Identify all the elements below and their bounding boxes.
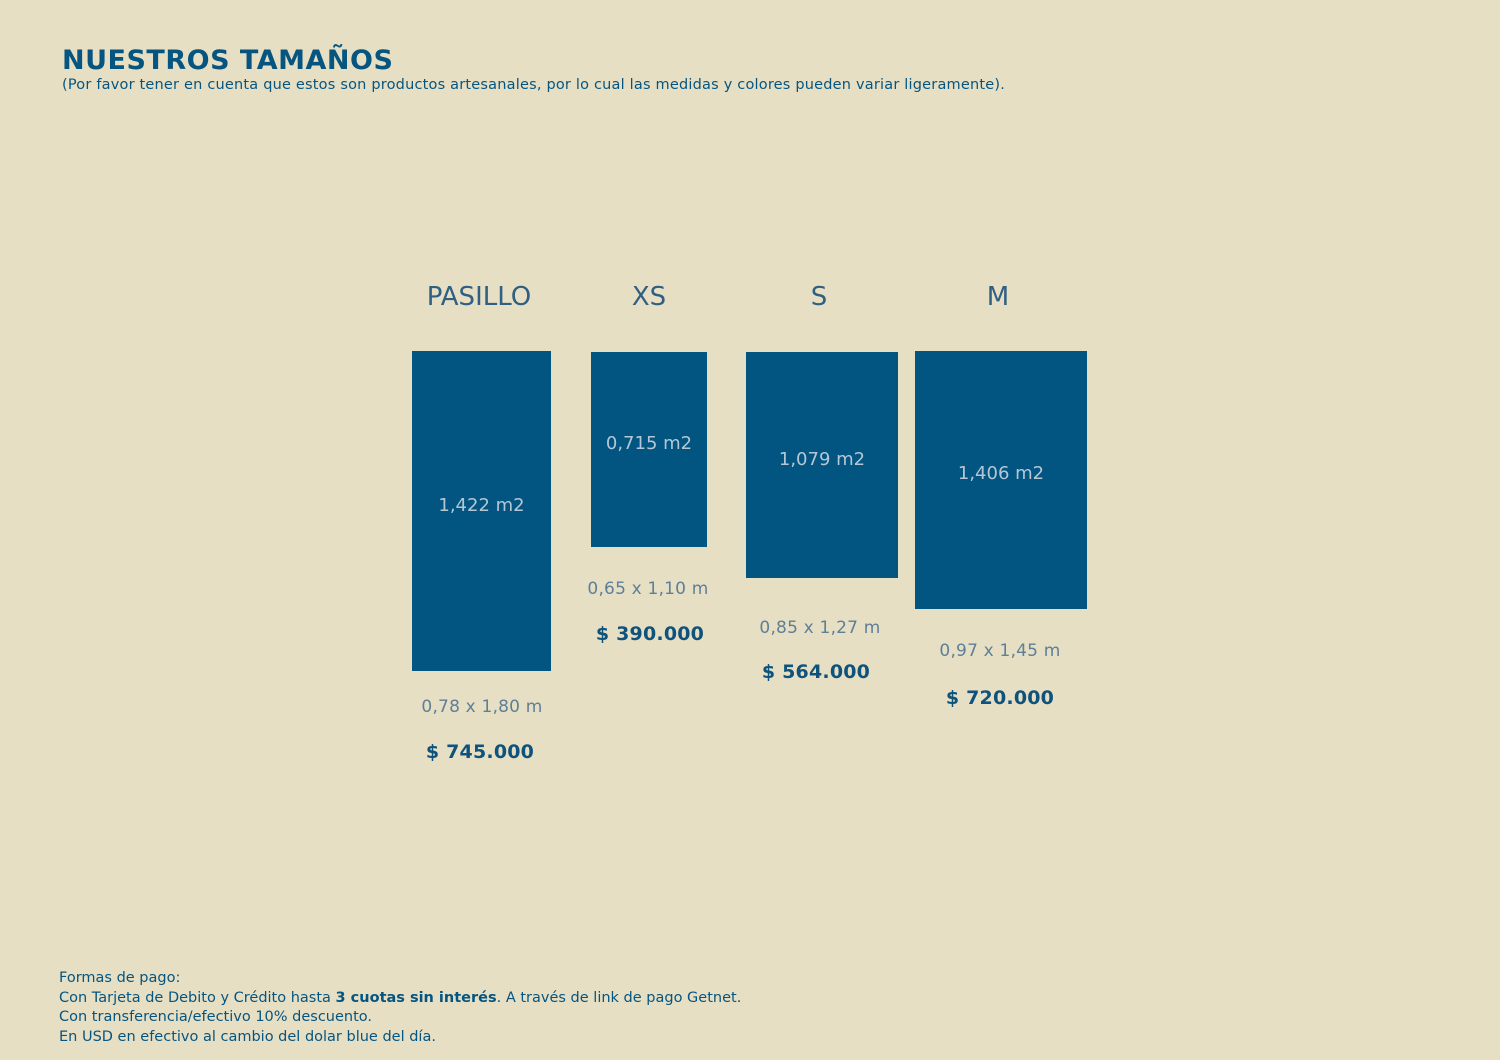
- area-label-s: 1,079 m2: [778, 449, 866, 470]
- rug-s: 1,079 m2: [746, 352, 898, 578]
- dimensions-pasillo: 0,78 x 1,80 m: [421, 697, 543, 717]
- price-pasillo: $ 745.000: [425, 741, 535, 763]
- payment-cards-prefix: Con Tarjeta de Debito y Crédito hasta: [59, 989, 336, 1006]
- size-name-pasillo: PASILLO: [426, 282, 532, 312]
- area-label-pasillo: 1,422 m2: [438, 495, 525, 516]
- size-name-xs: XS: [631, 282, 667, 312]
- payment-cards-line: Con Tarjeta de Debito y Crédito hasta 3 …: [59, 989, 741, 1009]
- dimensions-s: 0,85 x 1,27 m: [759, 618, 881, 638]
- price-m: $ 720.000: [945, 687, 1055, 709]
- dimensions-m: 0,97 x 1,45 m: [939, 641, 1061, 661]
- payment-info: Formas de pago: Con Tarjeta de Debito y …: [59, 969, 741, 1047]
- payment-transfer-line: Con transferencia/efectivo 10% descuento…: [59, 1009, 373, 1025]
- payment-cards-suffix: . A través de link de pago Getnet.: [496, 989, 742, 1006]
- price-s: $ 564.000: [761, 661, 871, 683]
- page-subtitle: (Por favor tener en cuenta que estos son…: [62, 77, 1006, 93]
- price-xs: $ 390.000: [595, 623, 705, 645]
- rug-m: 1,406 m2: [915, 351, 1087, 609]
- dimensions-xs: 0,65 x 1,10 m: [587, 579, 709, 599]
- rug-xs: 0,715 m2: [591, 352, 707, 547]
- rug-pasillo: 1,422 m2: [412, 351, 551, 671]
- payment-heading: Formas de pago:: [59, 970, 181, 986]
- page-title: NUESTROS TAMAÑOS: [62, 45, 394, 76]
- payment-installments: 3 cuotas sin interés: [335, 989, 497, 1006]
- area-label-m: 1,406 m2: [957, 463, 1045, 484]
- size-name-s: S: [810, 282, 828, 312]
- size-name-m: M: [986, 282, 1010, 312]
- payment-usd-line: En USD en efectivo al cambio del dolar b…: [59, 1028, 436, 1045]
- area-label-xs: 0,715 m2: [605, 433, 693, 454]
